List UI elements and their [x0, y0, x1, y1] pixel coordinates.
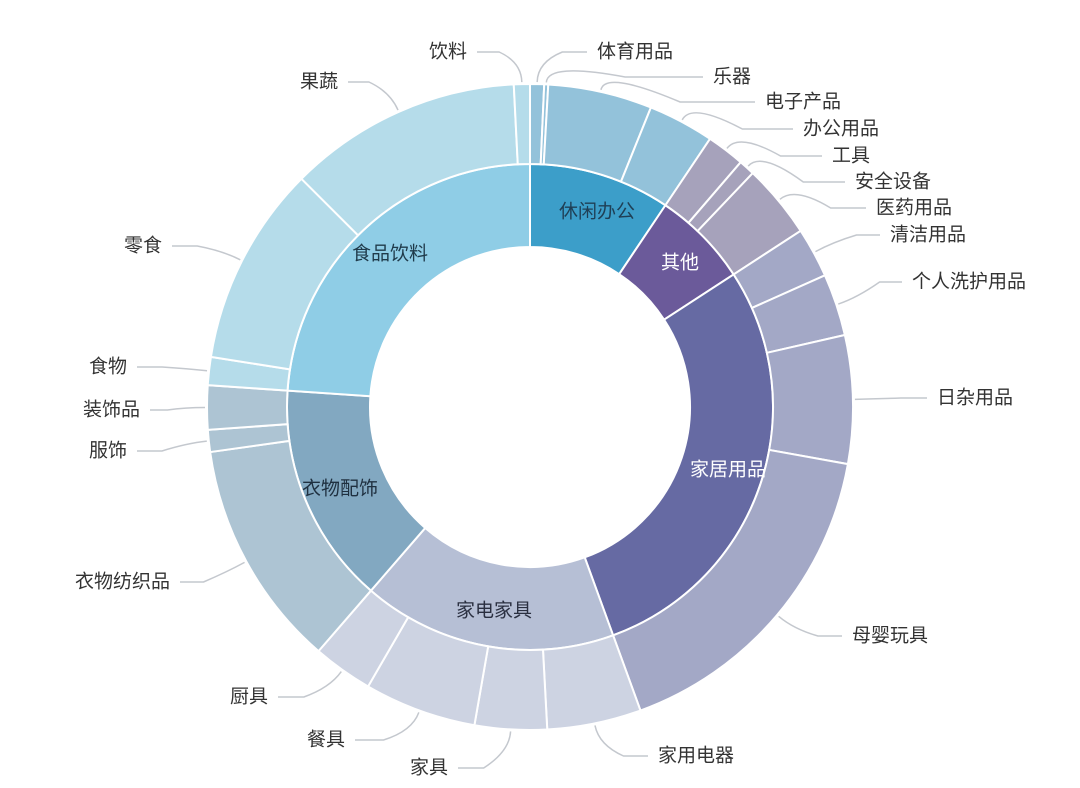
- outer-label: 医药用品: [876, 197, 952, 219]
- outer-label: 安全设备: [855, 171, 931, 193]
- inner-label: 食品饮料: [352, 243, 428, 265]
- leader-line: [726, 141, 822, 157]
- outer-segment: [765, 333, 854, 466]
- leader-line: [180, 561, 245, 583]
- outer-label: 日杂用品: [937, 387, 1013, 409]
- outer-label: 办公用品: [803, 118, 879, 140]
- inner-label: 休闲办公: [559, 201, 635, 223]
- outer-label: 母婴玩具: [852, 625, 928, 647]
- leader-line: [348, 81, 399, 111]
- outer-label: 餐具: [307, 729, 345, 751]
- leader-line: [150, 406, 206, 411]
- outer-label: 家用电器: [658, 745, 734, 767]
- outer-label: 家具: [410, 757, 448, 779]
- leader-line: [172, 245, 241, 261]
- leader-line: [747, 160, 845, 183]
- outer-label: 饮料: [429, 41, 467, 63]
- outer-label: 食物: [89, 356, 127, 378]
- leader-line: [778, 615, 842, 637]
- inner-label: 其他: [661, 252, 699, 274]
- outer-label: 衣物纺织品: [75, 571, 170, 593]
- leader-lines: [137, 51, 927, 769]
- leader-line: [545, 70, 703, 83]
- outer-label: 电子产品: [765, 91, 841, 113]
- inner-label: 家居用品: [690, 459, 766, 481]
- leader-line: [137, 440, 207, 452]
- outer-label: 服饰: [89, 440, 127, 462]
- outer-label: 乐器: [713, 66, 751, 88]
- leader-line: [838, 281, 902, 305]
- leader-line: [815, 234, 880, 253]
- leader-line: [458, 731, 512, 769]
- inner-label: 家电家具: [456, 600, 532, 622]
- leader-line: [600, 81, 755, 103]
- rings: [206, 82, 854, 731]
- outer-label: 零食: [124, 235, 162, 257]
- leader-line: [594, 725, 648, 757]
- leader-line: [355, 712, 420, 741]
- leader-line: [278, 671, 342, 698]
- outer-segment: [512, 82, 531, 166]
- outer-label: 体育用品: [597, 41, 673, 63]
- outer-label: 工具: [832, 145, 870, 167]
- outer-label: 个人洗护用品: [912, 271, 1026, 293]
- outer-label: 果蔬: [300, 71, 338, 93]
- leader-line: [779, 193, 866, 209]
- outer-label: 清洁用品: [890, 224, 966, 246]
- inner-label: 衣物配饰: [302, 478, 378, 500]
- leader-line: [137, 366, 208, 372]
- leader-line: [681, 112, 793, 130]
- leader-line: [854, 397, 927, 401]
- leader-line: [477, 51, 523, 83]
- outer-segment: [206, 384, 289, 431]
- outer-label: 厨具: [230, 686, 268, 708]
- leader-line: [536, 51, 587, 83]
- outer-label: 装饰品: [83, 399, 140, 421]
